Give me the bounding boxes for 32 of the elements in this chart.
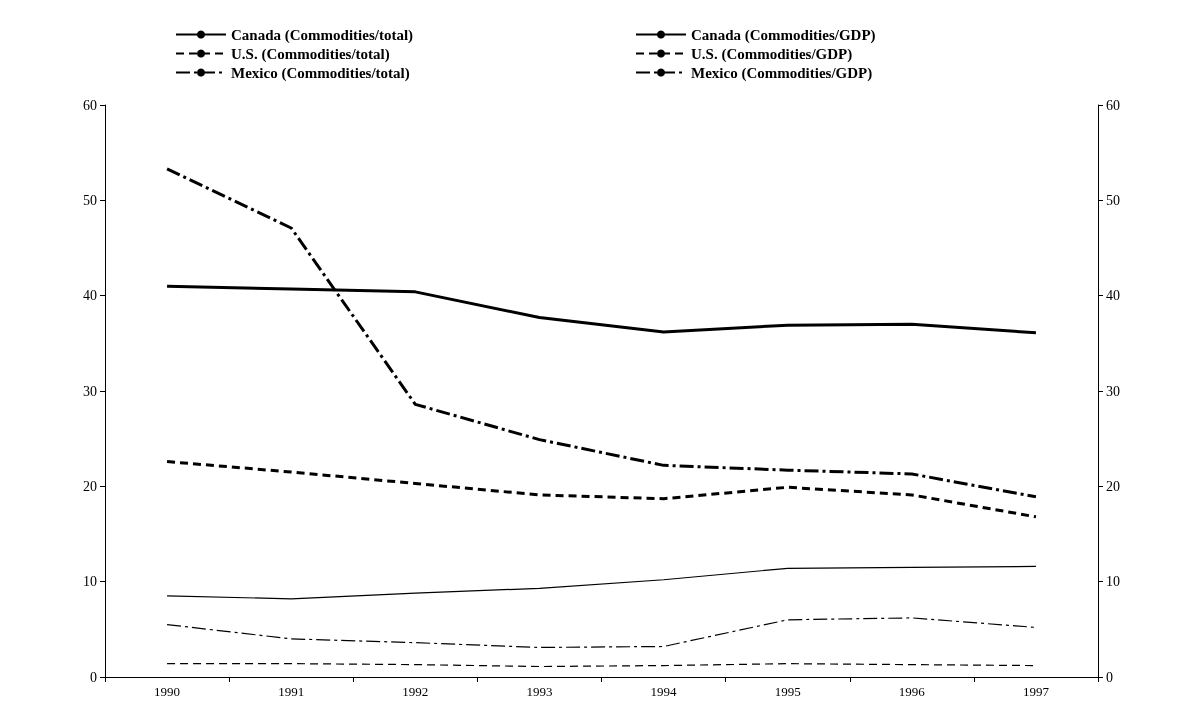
y-tick-label: 60 — [83, 97, 97, 113]
y-tick-label: 30 — [83, 383, 97, 399]
legend-label: Canada (Commodities/GDP) — [691, 26, 876, 44]
legend-label: U.S. (Commodities/total) — [231, 45, 390, 63]
legend-label: Canada (Commodities/total) — [231, 26, 414, 44]
y-tick-label: 20 — [83, 478, 97, 494]
legend-label: Mexico (Commodities/total) — [231, 64, 410, 82]
x-tick-label: 1992 — [402, 684, 429, 699]
y2-tick-label: 0 — [1106, 669, 1113, 685]
line-series — [165, 167, 1038, 499]
x-tick-label: 1993 — [526, 684, 553, 699]
y-tick-label: 0 — [90, 669, 97, 685]
x-tick-label: 1997 — [1022, 684, 1050, 699]
y2-tick-label: 20 — [1106, 478, 1120, 494]
y-tick-label: 50 — [83, 192, 97, 208]
y2-tick-label: 60 — [1106, 97, 1120, 113]
x-tick-label: 1990 — [154, 684, 181, 699]
y2-tick-label: 50 — [1106, 192, 1120, 208]
y2-tick-label: 40 — [1106, 288, 1120, 304]
x-tick-label: 1995 — [774, 684, 801, 699]
x-tick-label: 1996 — [898, 684, 926, 699]
line-series — [166, 565, 1037, 600]
y-tick-label: 10 — [83, 574, 97, 590]
y-tick-label: 40 — [83, 288, 97, 304]
legend-label: Mexico (Commodities/GDP) — [691, 64, 873, 82]
x-tick-label: 1994 — [650, 684, 678, 699]
x-tick-label: 1991 — [278, 684, 305, 699]
line-series — [166, 617, 1037, 649]
y2-tick-label: 10 — [1106, 574, 1120, 590]
line-series — [165, 460, 1038, 519]
legend-label: U.S. (Commodities/GDP) — [691, 45, 853, 63]
y2-tick-label: 30 — [1106, 383, 1120, 399]
